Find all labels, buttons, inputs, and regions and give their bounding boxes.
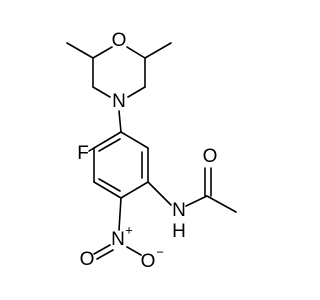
atom-label: O bbox=[112, 30, 127, 51]
atom-label: F bbox=[77, 143, 89, 164]
atom-label: N bbox=[112, 91, 126, 112]
charge-label: + bbox=[125, 222, 133, 237]
atom-label: N bbox=[111, 229, 125, 250]
atom-label: O bbox=[80, 249, 95, 270]
bonds bbox=[66, 42, 237, 260]
structure-diagram: O N F N H O N + O O − bbox=[66, 30, 237, 272]
atom-label: O bbox=[141, 251, 156, 272]
atom-label: O bbox=[203, 146, 218, 167]
atom-label: H bbox=[172, 221, 186, 242]
charge-label: − bbox=[156, 244, 164, 259]
atom-label: N bbox=[172, 200, 186, 221]
